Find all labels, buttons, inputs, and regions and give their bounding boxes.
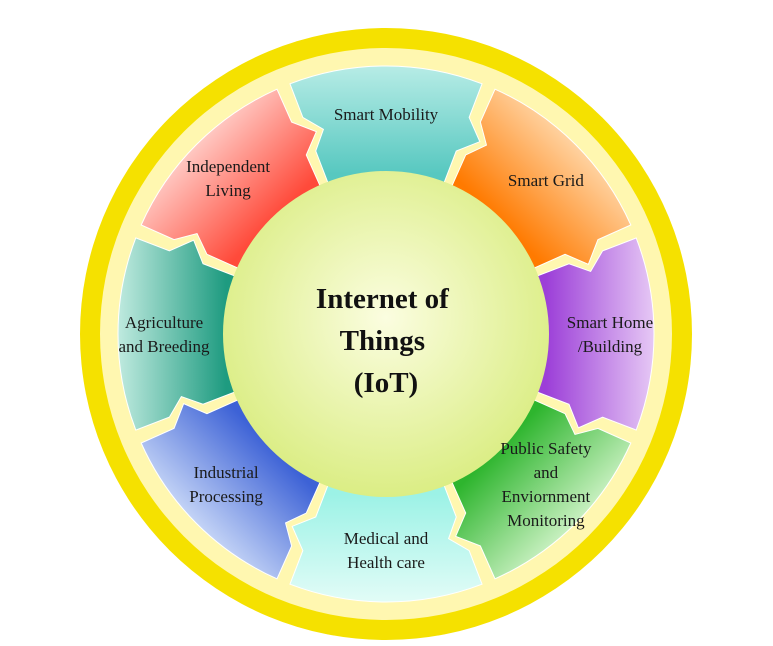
label-smart-mobility-line-1: Smart Mobility — [334, 105, 439, 124]
label-industrial-processing-line-2: Processing — [189, 487, 263, 506]
label-independent-living-line-2: Living — [205, 181, 251, 200]
label-industrial-processing-line-1: Industrial — [194, 463, 259, 482]
label-smart-grid-line-1: Smart Grid — [508, 171, 585, 190]
label-public-safety-line-3: Enviornment — [502, 487, 591, 506]
label-public-safety-line-1: Public Safety — [500, 439, 592, 458]
label-smart-mobility: Smart Mobility — [334, 105, 439, 124]
label-agriculture-breeding-line-2: and Breeding — [118, 337, 210, 356]
center-line-1: Internet of — [316, 283, 449, 315]
label-medical-health: Medical and Health care — [344, 529, 429, 572]
label-independent-living-line-1: Independent — [186, 157, 270, 176]
segment-labels: Smart Mobility Smart Grid Smart Home/Build… — [118, 105, 653, 572]
label-smart-home-building: Smart Home/Building — [567, 313, 653, 356]
label-agriculture-breeding: Agriculture and Breeding — [118, 313, 210, 356]
center-line-2: Things — [340, 325, 425, 357]
label-public-safety-line-2: and — [534, 463, 559, 482]
label-industrial-processing: Industrial Processing — [189, 463, 263, 506]
center-line-3: (IoT) — [354, 367, 418, 399]
label-smart-home-building-line-2: /Building — [578, 337, 643, 356]
label-medical-health-line-1: Medical and — [344, 529, 429, 548]
center-circle — [223, 171, 549, 497]
label-public-safety: Public Safety and Enviornment Monitoring — [500, 439, 592, 530]
label-independent-living: Independent Living — [186, 157, 270, 200]
label-agriculture-breeding-line-1: Agriculture — [125, 313, 203, 332]
label-medical-health-line-2: Health care — [347, 553, 425, 572]
label-public-safety-line-4: Monitoring — [507, 511, 585, 530]
label-smart-grid: Smart Grid — [508, 171, 585, 190]
label-smart-home-building-line-1: Smart Home — [567, 313, 653, 332]
center-title: Internet of Things (IoT) — [316, 283, 456, 399]
